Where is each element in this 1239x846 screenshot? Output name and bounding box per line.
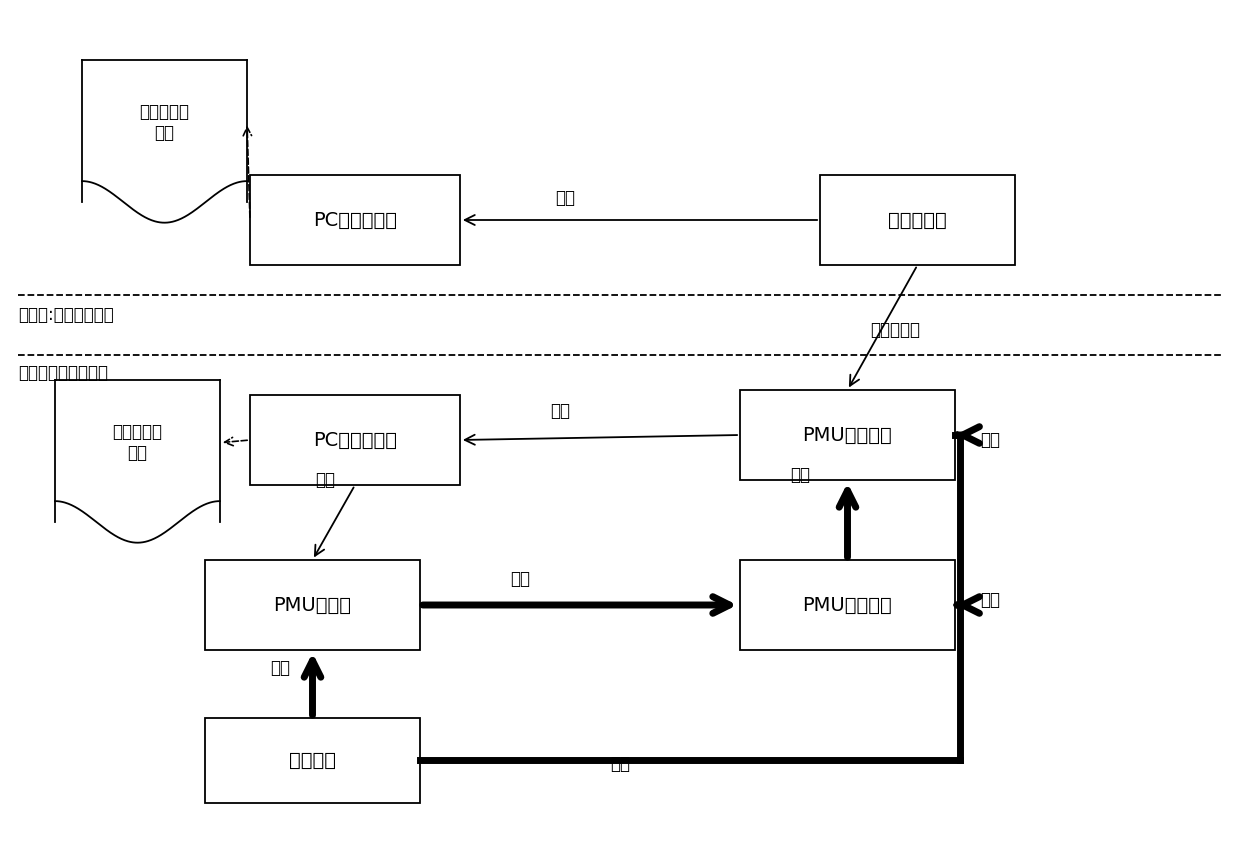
Text: PMU测试仪: PMU测试仪 xyxy=(274,596,352,614)
Text: PMU采集单元: PMU采集单元 xyxy=(803,596,892,614)
Text: 网线: 网线 xyxy=(315,471,335,489)
Bar xyxy=(740,560,955,650)
Polygon shape xyxy=(82,60,247,225)
Text: 光纤: 光纤 xyxy=(270,659,290,677)
Text: PC主站客户端: PC主站客户端 xyxy=(313,211,396,229)
Text: 光纤: 光纤 xyxy=(610,755,629,773)
Text: 光纤: 光纤 xyxy=(510,570,530,588)
Text: 光纤: 光纤 xyxy=(980,431,1000,449)
Text: PC子站客户端: PC子站客户端 xyxy=(313,431,396,449)
Bar xyxy=(204,560,420,650)
Text: 光纤: 光纤 xyxy=(980,591,1000,609)
Text: 子站端数据
文件: 子站端数据 文件 xyxy=(113,423,162,462)
Text: 时钟对时: 时钟对时 xyxy=(289,751,336,770)
Text: 主站端:调度控制中心: 主站端:调度控制中心 xyxy=(19,306,114,324)
Text: 调度数据网: 调度数据网 xyxy=(870,321,921,339)
Bar xyxy=(250,175,460,265)
Bar xyxy=(740,390,955,480)
Text: 网线: 网线 xyxy=(555,189,575,207)
Text: PMU集中单元: PMU集中单元 xyxy=(803,426,892,444)
Polygon shape xyxy=(55,380,221,545)
Bar xyxy=(204,718,420,803)
Text: 子站端：智能变电站: 子站端：智能变电站 xyxy=(19,364,108,382)
Text: 前置服务器: 前置服务器 xyxy=(888,211,947,229)
Text: 网线: 网线 xyxy=(550,402,570,420)
Bar xyxy=(820,175,1015,265)
Text: 光纤: 光纤 xyxy=(790,466,810,484)
Text: 主站端数据
文件: 主站端数据 文件 xyxy=(140,103,190,142)
Bar xyxy=(250,395,460,485)
